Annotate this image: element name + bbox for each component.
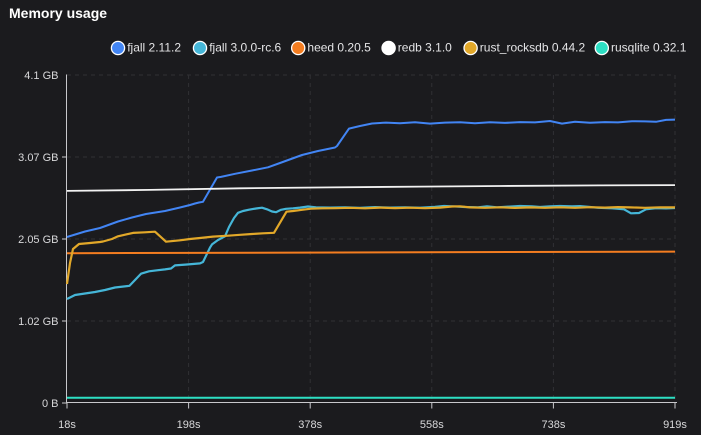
svg-text:heed 0.20.5: heed 0.20.5 (307, 41, 371, 55)
svg-text:0 B: 0 B (42, 398, 59, 410)
svg-text:1.02 GB: 1.02 GB (18, 316, 58, 328)
svg-text:558s: 558s (420, 419, 444, 431)
svg-text:fjall 2.11.2: fjall 2.11.2 (127, 41, 181, 55)
svg-text:Memory usage: Memory usage (9, 5, 107, 21)
svg-text:rusqlite 0.32.1: rusqlite 0.32.1 (611, 41, 687, 55)
svg-text:2.05 GB: 2.05 GB (18, 234, 58, 246)
svg-text:4.1 GB: 4.1 GB (24, 70, 58, 82)
svg-text:fjall 3.0.0-rc.6: fjall 3.0.0-rc.6 (209, 41, 281, 55)
svg-text:3.07 GB: 3.07 GB (18, 152, 58, 164)
svg-text:18s: 18s (58, 419, 76, 431)
svg-text:378s: 378s (298, 419, 322, 431)
svg-text:rust_rocksdb 0.44.2: rust_rocksdb 0.44.2 (480, 41, 586, 55)
svg-text:redb 3.1.0: redb 3.1.0 (398, 41, 452, 55)
svg-text:919s: 919s (663, 419, 687, 431)
svg-text:738s: 738s (541, 419, 565, 431)
svg-text:198s: 198s (177, 419, 201, 431)
